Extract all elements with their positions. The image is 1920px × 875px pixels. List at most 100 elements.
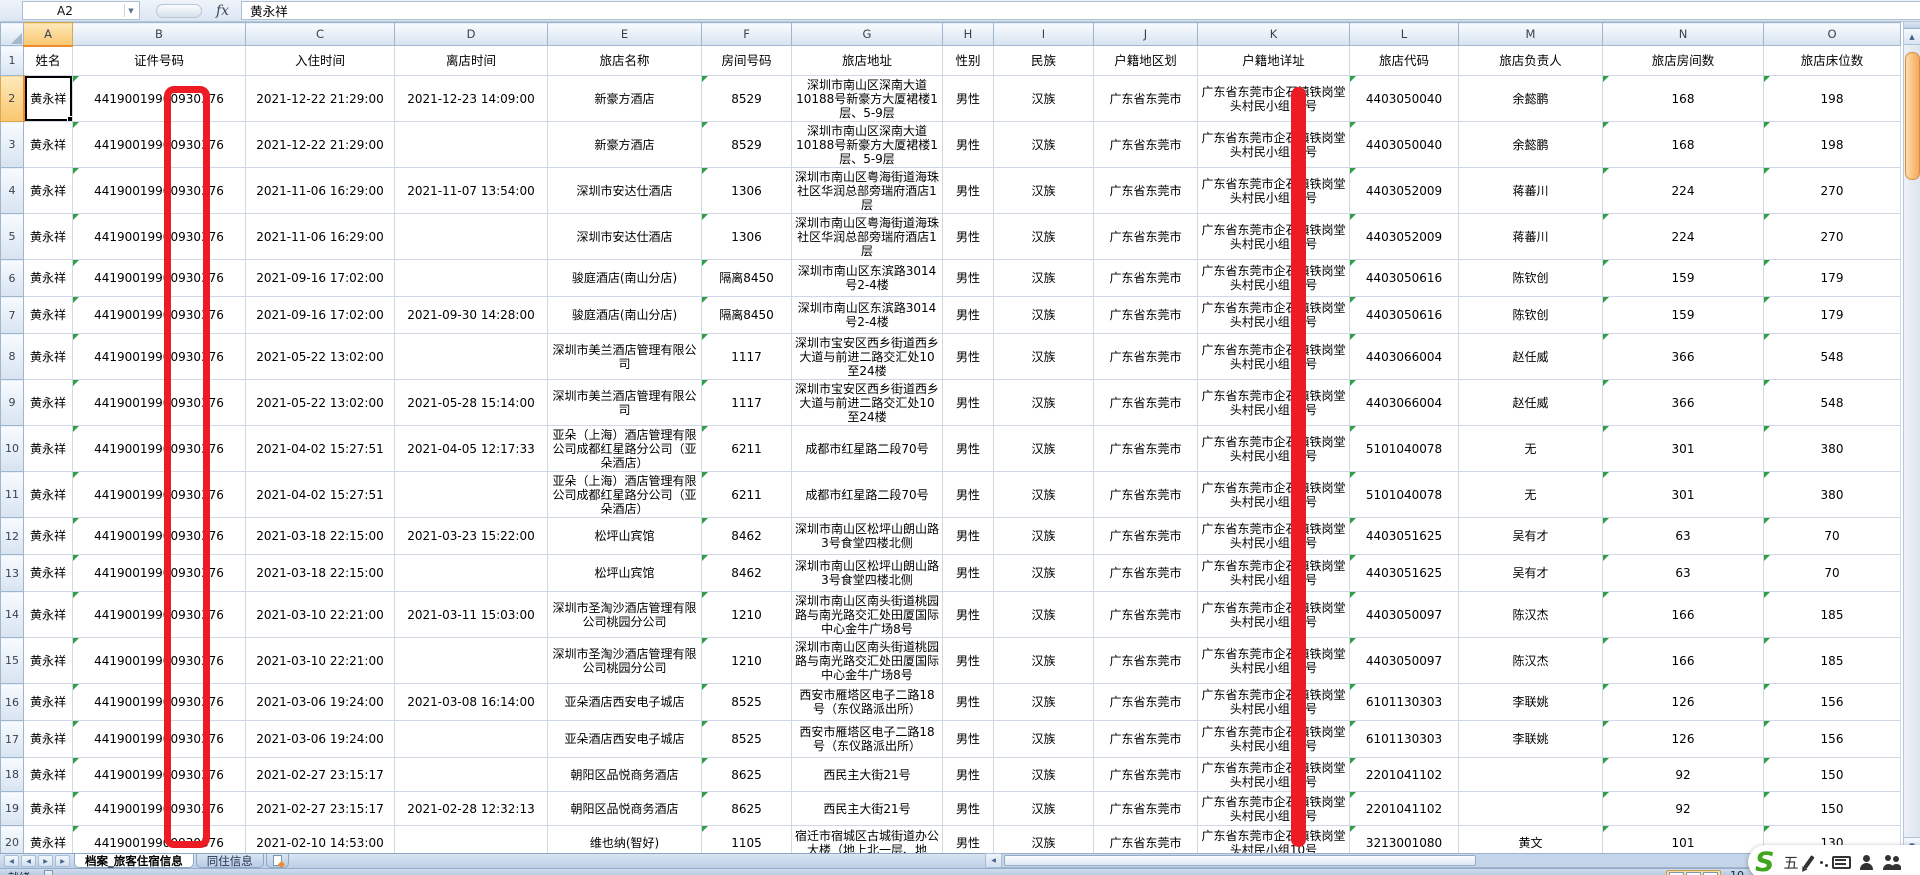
column-header-I[interactable]: I (993, 22, 1094, 46)
cell-I20[interactable]: 汉族 (993, 825, 1094, 853)
cell-F10[interactable]: 6211 (701, 425, 792, 472)
cell-L8[interactable]: 4403066004 (1349, 333, 1459, 380)
cell-G7[interactable]: 深圳市南山区东滨路3014号2-4楼 (791, 296, 943, 334)
cell-D7[interactable]: 2021-09-30 14:28:00 (394, 296, 548, 334)
cell-J1[interactable]: 户籍地区划 (1093, 45, 1198, 76)
cell-D20[interactable] (394, 825, 548, 853)
cell-L12[interactable]: 4403051625 (1349, 517, 1459, 555)
cell-F3[interactable]: 8529 (701, 121, 792, 168)
normal-view-icon[interactable] (1669, 872, 1684, 875)
previous-sheet-icon[interactable]: ◀ (21, 855, 36, 867)
cell-J20[interactable]: 广东省东莞市 (1093, 825, 1198, 853)
cell-J12[interactable]: 广东省东莞市 (1093, 517, 1198, 555)
cell-J7[interactable]: 广东省东莞市 (1093, 296, 1198, 334)
cell-H13[interactable]: 男性 (942, 554, 994, 592)
cell-N12[interactable]: 63 (1602, 517, 1764, 555)
row-header-8[interactable]: 8 (0, 333, 24, 380)
cell-I12[interactable]: 汉族 (993, 517, 1094, 555)
column-header-H[interactable]: H (942, 22, 994, 46)
cell-H2[interactable]: 男性 (942, 75, 994, 122)
cell-I15[interactable]: 汉族 (993, 637, 1094, 684)
cell-F8[interactable]: 1117 (701, 333, 792, 380)
cell-O1[interactable]: 旅店床位数 (1763, 45, 1901, 76)
cell-F20[interactable]: 1105 (701, 825, 792, 853)
cell-N7[interactable]: 159 (1602, 296, 1764, 334)
cell-C9[interactable]: 2021-05-22 13:02:00 (245, 379, 395, 426)
cell-N6[interactable]: 159 (1602, 259, 1764, 297)
cell-O11[interactable]: 380 (1763, 471, 1901, 518)
cell-O19[interactable]: 150 (1763, 791, 1901, 826)
cell-B10[interactable]: 44190019900930376 (72, 425, 246, 472)
cell-H7[interactable]: 男性 (942, 296, 994, 334)
cell-F16[interactable]: 8525 (701, 683, 792, 721)
cell-N9[interactable]: 366 (1602, 379, 1764, 426)
row-header-4[interactable]: 4 (0, 167, 24, 214)
cell-M1[interactable]: 旅店负责人 (1458, 45, 1603, 76)
cell-A16[interactable]: 黄永祥 (23, 683, 73, 721)
cell-E19[interactable]: 朝阳区品悦商务酒店 (547, 791, 702, 826)
cell-B4[interactable]: 44190019900930376 (72, 167, 246, 214)
zoom-level[interactable]: 10 (1730, 869, 1744, 875)
cell-E14[interactable]: 深圳市圣淘沙酒店管理有限公司桃园分公司 (547, 591, 702, 638)
cell-A17[interactable]: 黄永祥 (23, 720, 73, 758)
cell-O3[interactable]: 198 (1763, 121, 1901, 168)
cell-E8[interactable]: 深圳市美兰酒店管理有限公司 (547, 333, 702, 380)
cell-L4[interactable]: 4403052009 (1349, 167, 1459, 214)
cell-G11[interactable]: 成都市红星路二段70号 (791, 471, 943, 518)
cell-D15[interactable] (394, 637, 548, 684)
cell-A1[interactable]: 姓名 (23, 45, 73, 76)
cell-N8[interactable]: 366 (1602, 333, 1764, 380)
row-header-6[interactable]: 6 (0, 259, 24, 297)
cell-O5[interactable]: 270 (1763, 213, 1901, 260)
cell-K11[interactable]: 广东省东莞市企石镇铁岗堂头村民小组10号 (1197, 471, 1350, 518)
cell-J10[interactable]: 广东省东莞市 (1093, 425, 1198, 472)
cell-I1[interactable]: 民族 (993, 45, 1094, 76)
cell-C14[interactable]: 2021-03-10 22:21:00 (245, 591, 395, 638)
cell-N14[interactable]: 166 (1602, 591, 1764, 638)
cell-I5[interactable]: 汉族 (993, 213, 1094, 260)
cell-H9[interactable]: 男性 (942, 379, 994, 426)
cell-G6[interactable]: 深圳市南山区东滨路3014号2-4楼 (791, 259, 943, 297)
cell-H6[interactable]: 男性 (942, 259, 994, 297)
cell-C15[interactable]: 2021-03-10 22:21:00 (245, 637, 395, 684)
cell-K10[interactable]: 广东省东莞市企石镇铁岗堂头村民小组10号 (1197, 425, 1350, 472)
vertical-split-handle[interactable] (1904, 22, 1920, 29)
cell-D18[interactable] (394, 757, 548, 792)
cell-E1[interactable]: 旅店名称 (547, 45, 702, 76)
cell-C6[interactable]: 2021-09-16 17:02:00 (245, 259, 395, 297)
cell-E2[interactable]: 新豪方酒店 (547, 75, 702, 122)
cell-A18[interactable]: 黄永祥 (23, 757, 73, 792)
cell-A7[interactable]: 黄永祥 (23, 296, 73, 334)
cell-O14[interactable]: 185 (1763, 591, 1901, 638)
row-header-17[interactable]: 17 (0, 720, 24, 758)
column-header-K[interactable]: K (1197, 22, 1350, 46)
column-header-F[interactable]: F (701, 22, 792, 46)
cell-L16[interactable]: 6101130303 (1349, 683, 1459, 721)
cell-M4[interactable]: 蒋蕃川 (1458, 167, 1603, 214)
cell-M16[interactable]: 李联姚 (1458, 683, 1603, 721)
cell-N10[interactable]: 301 (1602, 425, 1764, 472)
cell-K18[interactable]: 广东省东莞市企石镇铁岗堂头村民小组10号 (1197, 757, 1350, 792)
page-layout-view-icon[interactable] (1686, 872, 1701, 875)
row-header-5[interactable]: 5 (0, 213, 24, 260)
cell-A15[interactable]: 黄永祥 (23, 637, 73, 684)
cell-C7[interactable]: 2021-09-16 17:02:00 (245, 296, 395, 334)
cell-B6[interactable]: 44190019900930376 (72, 259, 246, 297)
cell-G4[interactable]: 深圳市南山区粤海街道海珠社区华润总部旁瑞府酒店1层 (791, 167, 943, 214)
column-header-O[interactable]: O (1763, 22, 1901, 46)
cell-I19[interactable]: 汉族 (993, 791, 1094, 826)
cell-M6[interactable]: 陈钦创 (1458, 259, 1603, 297)
cell-D3[interactable] (394, 121, 548, 168)
cell-K9[interactable]: 广东省东莞市企石镇铁岗堂头村民小组10号 (1197, 379, 1350, 426)
cell-F17[interactable]: 8525 (701, 720, 792, 758)
cell-K3[interactable]: 广东省东莞市企石镇铁岗堂头村民小组10号 (1197, 121, 1350, 168)
cell-E11[interactable]: 亚朵（上海）酒店管理有限公司成都红星路分公司（亚朵酒店） (547, 471, 702, 518)
cell-M11[interactable]: 无 (1458, 471, 1603, 518)
row-header-19[interactable]: 19 (0, 791, 24, 826)
cell-N11[interactable]: 301 (1602, 471, 1764, 518)
cell-C11[interactable]: 2021-04-02 15:27:51 (245, 471, 395, 518)
cell-M12[interactable]: 吴有才 (1458, 517, 1603, 555)
cell-I14[interactable]: 汉族 (993, 591, 1094, 638)
row-header-11[interactable]: 11 (0, 471, 24, 518)
cell-K1[interactable]: 户籍地详址 (1197, 45, 1350, 76)
